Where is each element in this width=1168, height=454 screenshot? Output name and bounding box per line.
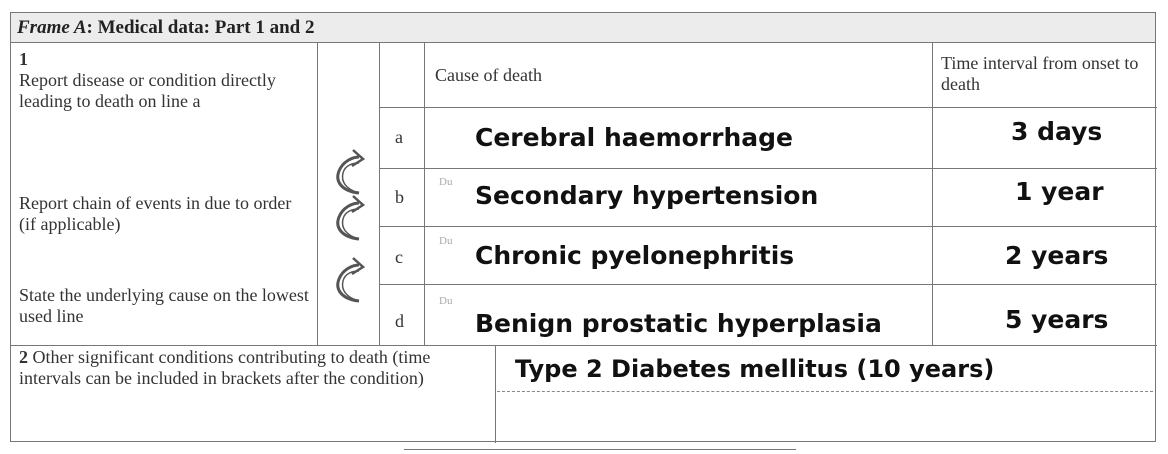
part1-instruction-chain: Report chain of events in due to order (… bbox=[19, 193, 292, 234]
row-letter: a bbox=[395, 127, 403, 147]
divider bbox=[379, 168, 1157, 169]
header-cause-of-death: Cause of death bbox=[435, 65, 542, 85]
row-letter: d bbox=[395, 311, 404, 331]
faint-due-to-prefix: Du bbox=[439, 295, 453, 307]
time-line-c: 2 years bbox=[1005, 241, 1109, 270]
part2-label: 2 Other significant conditions contribut… bbox=[19, 347, 489, 389]
divider bbox=[932, 43, 933, 345]
divider bbox=[379, 43, 380, 345]
row-letter: c bbox=[395, 247, 403, 267]
divider bbox=[11, 345, 1157, 346]
row-letter: b bbox=[395, 187, 404, 207]
part1-instruction-underlying: State the underlying cause on the lowest… bbox=[19, 285, 309, 326]
divider bbox=[424, 43, 425, 345]
part2-number: 2 bbox=[19, 347, 28, 367]
curved-arrow-icon bbox=[336, 195, 366, 241]
footer-rule bbox=[404, 449, 796, 450]
cause-line-d: Benign prostatic hyperplasia bbox=[475, 309, 882, 338]
curved-arrow-icon bbox=[336, 149, 366, 195]
curved-arrow-icon bbox=[336, 257, 366, 303]
time-line-b: 1 year bbox=[1015, 177, 1104, 206]
faint-due-to-prefix: Du bbox=[439, 235, 453, 247]
part1-instruction-direct: Report disease or condition directly lea… bbox=[19, 70, 276, 111]
divider bbox=[317, 43, 318, 345]
divider bbox=[379, 284, 1157, 285]
time-line-d: 5 years bbox=[1005, 305, 1109, 334]
frame-a-medical-data: Frame A: Medical data: Part 1 and 2 1 Re… bbox=[10, 12, 1157, 443]
time-line-a: 3 days bbox=[1011, 117, 1103, 146]
cause-line-b: Secondary hypertension bbox=[475, 181, 819, 210]
divider bbox=[379, 226, 1157, 227]
frame-title-italic: Frame A bbox=[17, 17, 87, 38]
part2-instruction: Other significant conditions contributin… bbox=[19, 347, 431, 388]
divider bbox=[379, 107, 1157, 108]
cause-line-c: Chronic pyelonephritis bbox=[475, 241, 795, 270]
faint-due-to-prefix: Du bbox=[439, 176, 453, 188]
part2-other-conditions: Type 2 Diabetes mellitus (10 years) bbox=[515, 355, 995, 383]
cause-line-a: Cerebral haemorrhage bbox=[475, 123, 793, 152]
part1-number: 1 bbox=[19, 49, 28, 69]
dashed-line bbox=[497, 391, 1153, 392]
divider bbox=[495, 345, 496, 443]
frame-title-rest: : Medical data: Part 1 and 2 bbox=[86, 17, 315, 38]
frame-title: Frame A: Medical data: Part 1 and 2 bbox=[11, 13, 1155, 43]
header-time-interval: Time interval from onset to death bbox=[941, 53, 1139, 94]
